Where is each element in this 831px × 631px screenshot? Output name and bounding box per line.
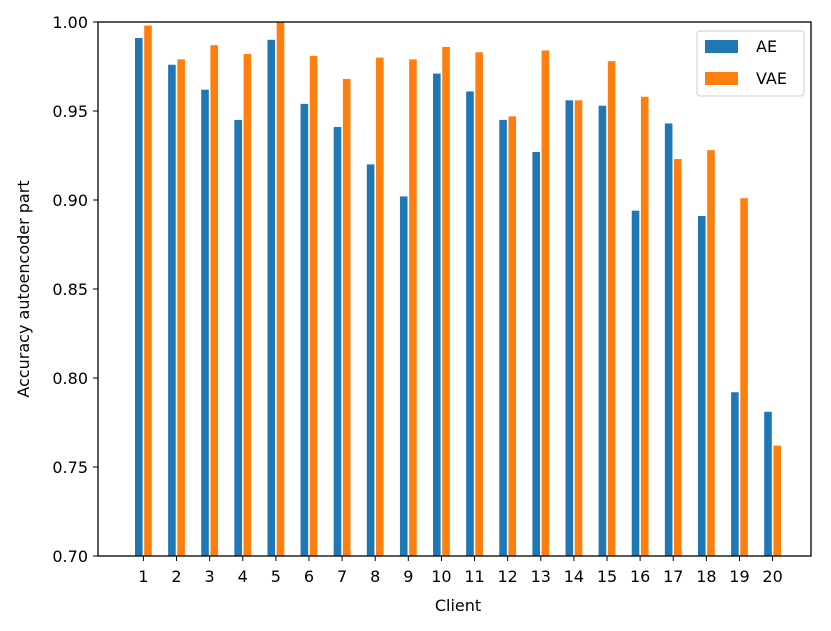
y-tick-label: 0.70 [52, 547, 88, 566]
x-tick-label: 9 [403, 567, 413, 586]
x-tick-label: 17 [663, 567, 683, 586]
bar-ae-client-20 [764, 411, 772, 556]
bar-vae-client-7 [342, 78, 351, 557]
bar-ae-client-1 [135, 38, 143, 556]
x-tick-label: 14 [564, 567, 584, 586]
bar-ae-client-13 [532, 151, 540, 556]
bar-ae-client-7 [333, 127, 342, 557]
bar-ae-client-18 [697, 216, 706, 556]
x-tick-label: 3 [205, 567, 215, 586]
bar-ae-client-9 [399, 196, 408, 556]
bar-vae-client-1 [144, 25, 152, 557]
bar-ae-client-10 [433, 73, 441, 557]
bar-ae-client-6 [300, 103, 309, 556]
bar-ae-client-15 [598, 105, 607, 556]
bar-ae-client-2 [168, 64, 176, 556]
legend: AE VAE [696, 30, 805, 97]
legend-label-ae: AE [756, 37, 777, 56]
x-tick-label: 7 [337, 567, 347, 586]
bar-ae-client-17 [664, 123, 673, 557]
bar-vae-client-5 [276, 22, 285, 556]
y-tick-label: 0.90 [52, 191, 88, 210]
plot-frame [97, 21, 812, 557]
x-tick-label: 18 [696, 567, 716, 586]
x-tick-label: 4 [238, 567, 248, 586]
bar-vae-client-13 [541, 50, 550, 556]
y-tick-label: 0.85 [52, 280, 88, 299]
x-tick-label: 2 [171, 567, 181, 586]
x-tick-label: 1 [138, 567, 148, 586]
x-tick-label: 19 [729, 567, 749, 586]
bar-ae-client-16 [631, 210, 640, 556]
x-tick-label: 6 [304, 567, 314, 586]
y-axis: 0.70 0.75 0.80 0.85 0.90 0.95 1.00 [52, 13, 98, 566]
bar-ae-client-14 [565, 100, 574, 556]
x-axis: 1 2 3 4 5 6 7 8 9 10 11 12 13 14 15 16 17 18 19 20 [138, 556, 783, 586]
y-tick-label: 0.80 [52, 369, 88, 388]
y-tick-label: 1.00 [52, 13, 88, 32]
bar-ae-client-19 [731, 392, 739, 556]
bar-vae-client-11 [475, 52, 483, 556]
y-tick-label: 0.95 [52, 102, 88, 121]
bar-ae-client-3 [201, 89, 209, 556]
x-tick-label: 20 [762, 567, 782, 586]
x-tick-label: 15 [597, 567, 617, 586]
bar-vae-client-10 [442, 46, 450, 557]
bar-vae-client-19 [740, 198, 748, 556]
y-axis-title: Accuracy autoencoder part [14, 180, 33, 397]
bar-vae-client-9 [409, 59, 417, 556]
x-tick-label: 8 [370, 567, 380, 586]
y-tick-label: 0.75 [52, 458, 88, 477]
bar-vae-client-12 [508, 116, 517, 556]
x-tick-label: 16 [630, 567, 650, 586]
x-tick-label: 5 [271, 567, 281, 586]
bar-ae-client-11 [466, 91, 474, 557]
bars-layer [135, 22, 781, 557]
x-tick-label: 11 [464, 567, 484, 586]
legend-label-vae: VAE [756, 69, 787, 88]
bar-vae-client-2 [177, 59, 185, 556]
x-tick-label: 10 [431, 567, 451, 586]
bar-vae-client-8 [376, 57, 384, 556]
bar-vae-client-15 [607, 61, 616, 556]
bar-ae-client-5 [267, 39, 276, 557]
bar-ae-client-4 [234, 119, 242, 557]
bar-vae-client-14 [574, 100, 583, 556]
x-tick-label: 13 [531, 567, 551, 586]
x-tick-label: 12 [497, 567, 517, 586]
legend-swatch-vae [705, 72, 738, 85]
bar-ae-client-8 [366, 164, 375, 556]
bar-vae-client-6 [309, 55, 318, 556]
bar-vae-client-4 [243, 54, 252, 556]
x-axis-title: Client [435, 596, 481, 615]
bar-vae-client-18 [707, 150, 715, 556]
bar-vae-client-20 [773, 445, 781, 556]
bar-vae-client-16 [640, 96, 649, 556]
bar-vae-client-17 [674, 159, 682, 556]
bar-ae-client-12 [499, 119, 507, 557]
bar-vae-client-3 [210, 45, 219, 556]
legend-swatch-ae [705, 40, 738, 53]
